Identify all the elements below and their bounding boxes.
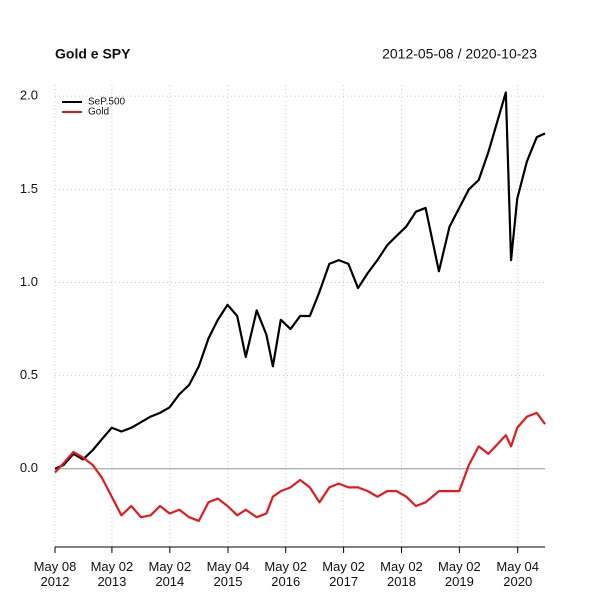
x-tick-label: May 08 2012 <box>34 559 77 589</box>
x-tick-label: May 02 2017 <box>322 559 365 589</box>
chart-subtitle: 2012-05-08 / 2020-10-23 <box>382 46 537 62</box>
x-tick-label: May 02 2018 <box>380 559 423 589</box>
chart-title: Gold e SPY <box>55 46 131 62</box>
legend-label: Gold <box>88 107 109 118</box>
y-tick-label: 0.5 <box>20 367 38 382</box>
x-tick-label: May 02 2014 <box>148 559 191 589</box>
x-tick-label: May 02 2016 <box>264 559 307 589</box>
x-tick-label: May 04 2020 <box>496 559 539 589</box>
y-tick-label: 1.0 <box>20 274 38 289</box>
legend-label: SeP.500 <box>88 97 126 108</box>
y-tick-label: 2.0 <box>20 88 38 103</box>
series-line <box>54 411 546 523</box>
series-line <box>54 91 546 470</box>
x-tick-label: May 04 2015 <box>207 559 250 589</box>
y-tick-label: 0.0 <box>20 460 38 475</box>
x-tick-label: May 02 2013 <box>91 559 134 589</box>
x-tick-label: May 02 2019 <box>438 559 481 589</box>
y-tick-label: 1.5 <box>20 181 38 196</box>
